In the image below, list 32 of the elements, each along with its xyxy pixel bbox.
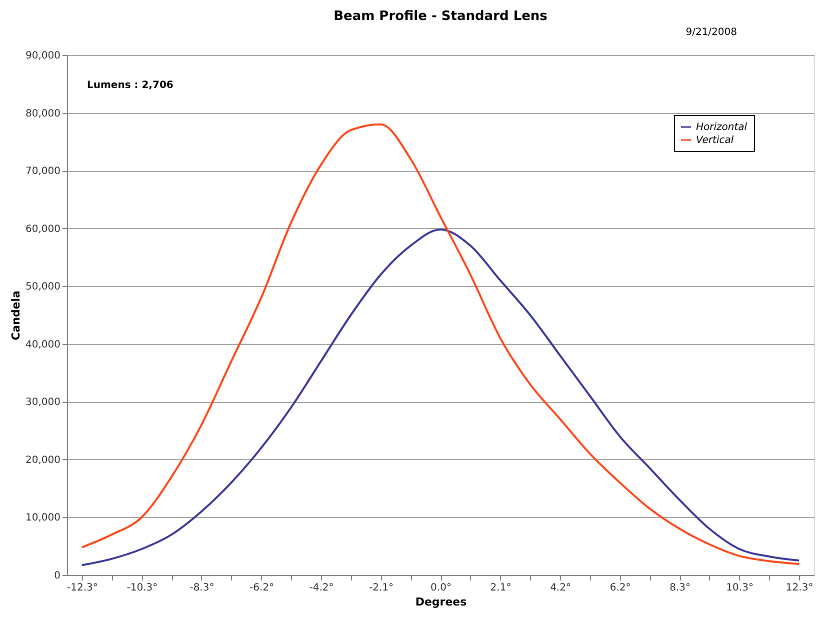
y-tick-label: 0 — [54, 570, 60, 582]
line-series — [80, 123, 800, 566]
x-axis-title: Degrees — [415, 596, 468, 608]
x-tick-label: 0.0° — [430, 582, 452, 594]
y-tick-label: 90,000 — [26, 50, 60, 62]
y-tick-label: 80,000 — [26, 108, 60, 120]
legend-label: Horizontal — [696, 122, 748, 133]
y-tick-label: 30,000 — [26, 397, 60, 408]
legend-label: Vertical — [696, 135, 734, 146]
x-tick-label: 12.3° — [786, 582, 814, 594]
y-tick-label: 50,000 — [26, 282, 60, 293]
x-tick-label: -4.2° — [309, 582, 334, 594]
y-tick-label: 60,000 — [26, 224, 60, 235]
x-tick-label: 6.2° — [610, 582, 631, 594]
y-tick-label: 40,000 — [26, 339, 60, 350]
y-tick-label: 70,000 — [26, 166, 60, 178]
text: 9/21/2008 — [686, 27, 737, 38]
x-tick-label: -12.3° — [67, 582, 98, 594]
chart-title: Beam Profile - Standard Lens — [334, 9, 548, 24]
y-axis-title: Candela — [10, 290, 23, 340]
x-tick-label: -10.3° — [126, 582, 158, 594]
y-tick-label: 20,000 — [26, 454, 60, 466]
x-tick-label: 10.3° — [726, 582, 754, 594]
x-tick-label: 8.3° — [670, 582, 690, 594]
x-tick-label: -8.3° — [190, 582, 214, 594]
x-tick-label: -6.2° — [249, 582, 274, 594]
annotation: Lumens : 2,706 — [87, 80, 174, 91]
x-tick-label: 4.2° — [550, 582, 571, 594]
x-tick-label: -2.1° — [368, 582, 394, 594]
line-series — [80, 228, 800, 566]
y-tick-label: 10,000 — [26, 512, 60, 524]
x-tick-label: 2.1° — [490, 582, 512, 594]
